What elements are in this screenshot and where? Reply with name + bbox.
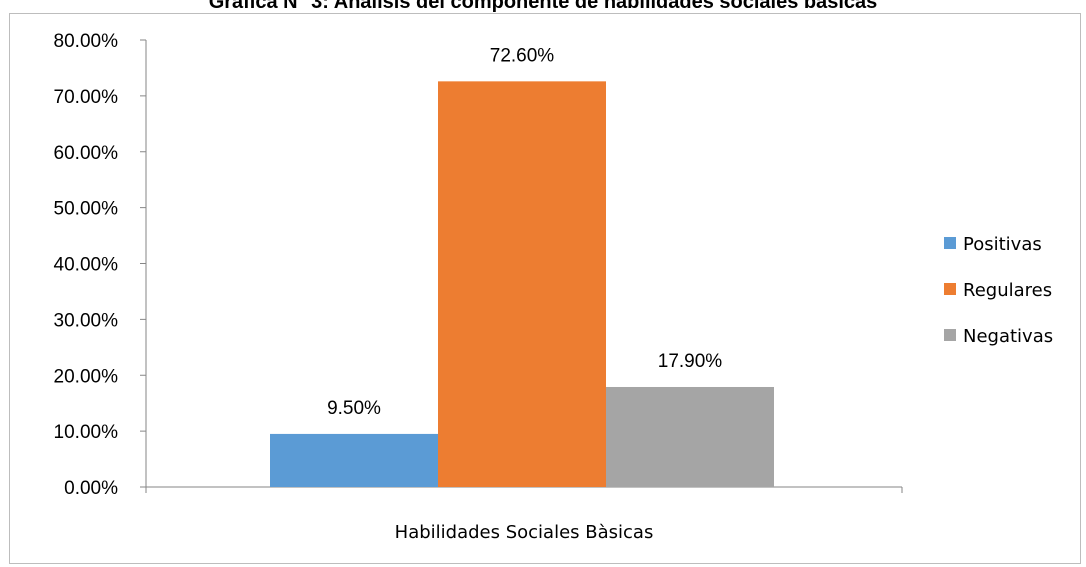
y-tick-label: 10.00%	[54, 422, 119, 443]
bar-positivas	[270, 433, 438, 487]
legend-label-negativas: Negativas	[963, 326, 1053, 347]
legend-swatch-regulares	[944, 283, 956, 295]
data-label-regulares: 72.60%	[490, 45, 555, 66]
chart-title: Gráfica N° 3: Análisis del componente de…	[208, 0, 878, 13]
y-tick-label: 0.00%	[64, 478, 118, 499]
bar-negativas	[606, 386, 774, 487]
y-tick-label: 70.00%	[54, 87, 119, 108]
y-tick-label: 80.00%	[54, 31, 119, 52]
legend-label-regulares: Regulares	[963, 280, 1052, 301]
bars: 9.50% 72.60% 17.90%	[270, 45, 774, 487]
chart-frame	[9, 13, 1081, 564]
data-label-negativas: 17.90%	[658, 351, 723, 372]
y-tick-label: 50.00%	[54, 199, 119, 220]
y-tick-label: 40.00%	[54, 255, 119, 276]
x-category-label: Habilidades Sociales Bàsicas	[395, 522, 654, 543]
y-tick-label: 20.00%	[54, 366, 119, 387]
legend-swatch-positivas	[944, 237, 956, 249]
legend-swatch-negativas	[944, 329, 956, 341]
data-label-positivas: 9.50%	[327, 398, 381, 419]
y-tick-label: 30.00%	[54, 310, 119, 331]
axes: 0.00% 10.00% 20.00% 30.00% 40.00% 50.00% 60.00…	[54, 31, 903, 543]
legend: Positivas Regulares Negativas	[944, 234, 1053, 347]
legend-label-positivas: Positivas	[963, 234, 1042, 255]
y-tick-label: 60.00%	[54, 143, 119, 164]
bar-regulares	[438, 81, 606, 487]
